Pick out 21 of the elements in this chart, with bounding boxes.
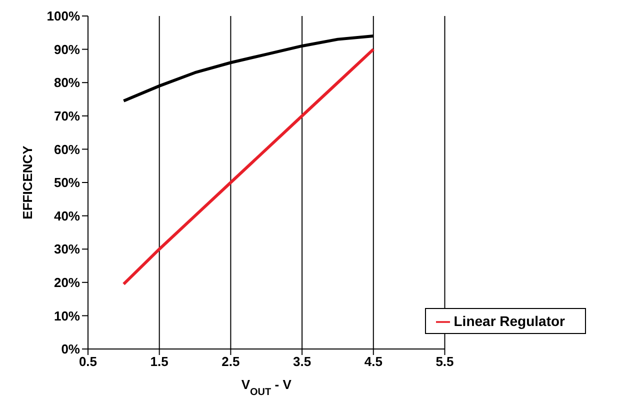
x-tick-label: 4.5 — [364, 354, 382, 370]
legend-label: Linear Regulator — [454, 312, 565, 329]
y-tick-label: 60% — [54, 142, 80, 157]
y-tick-label: 70% — [54, 108, 80, 124]
y-tick-label: 20% — [54, 275, 80, 290]
x-axis-title: V$_{OUT}$ - V — [241, 377, 292, 398]
x-tick-label: 0.5 — [78, 354, 98, 370]
y-tick-label: 80% — [54, 75, 80, 90]
x-tick-label: 3.5 — [293, 354, 312, 370]
y-tick-label: 40% — [54, 208, 80, 224]
x-tick-label: 1.5 — [150, 354, 168, 370]
y-tick-label: 90% — [54, 42, 80, 57]
y-tick-label: 100% — [46, 8, 80, 24]
y-tick-label: 50% — [54, 175, 80, 190]
y-axis-title: EFFICENCY — [20, 145, 35, 220]
x-tick-label: 2.5 — [222, 354, 240, 370]
y-tick-label: 10% — [54, 308, 80, 324]
x-tick-label: 5.5 — [436, 354, 454, 370]
y-tick-label: 0% — [61, 342, 80, 357]
line-series — [122, 48, 375, 286]
y-tick-label: 30% — [54, 242, 80, 257]
